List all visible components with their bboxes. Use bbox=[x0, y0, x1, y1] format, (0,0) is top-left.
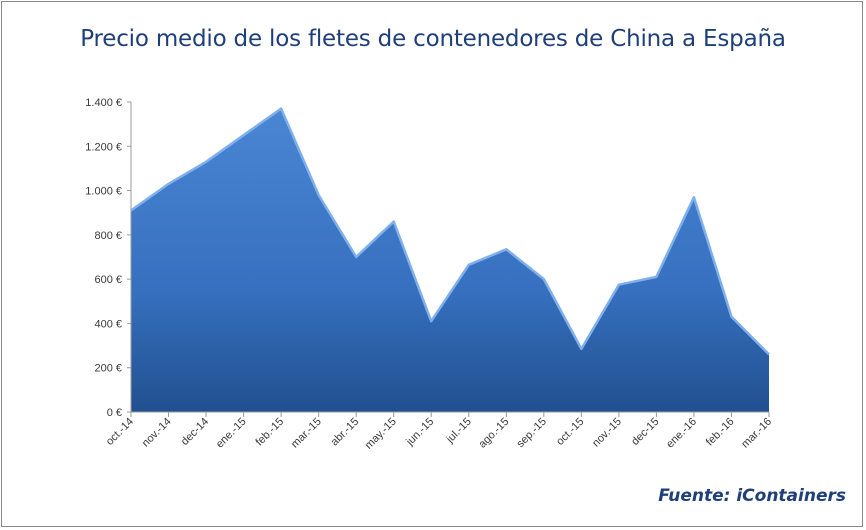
x-tick-label: nov.-15 bbox=[590, 416, 624, 450]
x-tick-label: sep.-15 bbox=[515, 416, 549, 450]
x-tick-label: ene.-15 bbox=[214, 416, 249, 451]
y-tick-label: 800 € bbox=[94, 230, 122, 242]
x-tick-label: jun.-15 bbox=[403, 416, 436, 449]
chart-source: Fuente: iContainers bbox=[658, 486, 846, 506]
x-tick-label: ene.-16 bbox=[664, 416, 699, 451]
x-tick-label: mar.-15 bbox=[289, 416, 324, 451]
x-tick-label: may.-15 bbox=[363, 416, 399, 452]
y-tick-label: 200 € bbox=[94, 363, 122, 375]
y-tick-label: 1.000 € bbox=[85, 186, 122, 198]
area-edge-line bbox=[130, 107, 770, 356]
x-tick-label: ago.-15 bbox=[477, 416, 512, 451]
y-tick-label: 1.400 € bbox=[85, 97, 122, 109]
y-tick-label: 400 € bbox=[94, 318, 122, 330]
area-series bbox=[131, 108, 769, 412]
x-tick-label: abr.-15 bbox=[329, 416, 362, 449]
x-tick-label: nov.-14 bbox=[140, 416, 174, 450]
y-tick-label: 0 € bbox=[107, 407, 122, 419]
chart-title: Precio medio de los fletes de contenedor… bbox=[80, 26, 786, 52]
x-tick-label: mar.-16 bbox=[739, 416, 774, 451]
x-tick-label: oct.-14 bbox=[104, 416, 136, 448]
x-tick-label: jul.-15 bbox=[444, 416, 474, 446]
y-tick-label: 600 € bbox=[94, 274, 122, 286]
x-tick-label: feb.-15 bbox=[254, 416, 287, 449]
x-tick-label: dec-14 bbox=[179, 416, 211, 448]
x-tick-label: feb.-16 bbox=[704, 416, 737, 449]
x-tick-label: dec-15 bbox=[629, 416, 661, 448]
x-tick-label: oct.-15 bbox=[554, 416, 586, 448]
y-tick-label: 1.200 € bbox=[85, 141, 122, 153]
